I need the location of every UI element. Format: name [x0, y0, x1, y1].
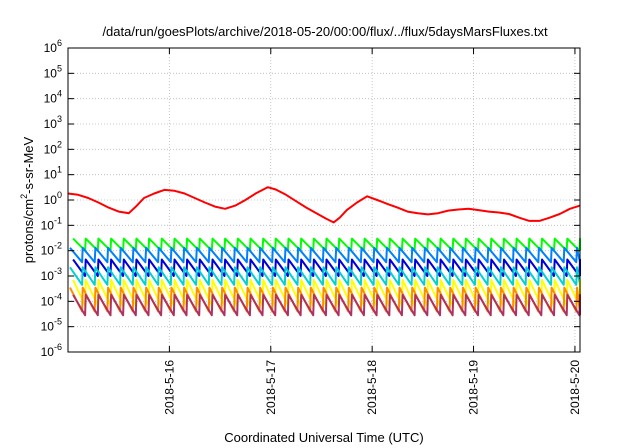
x-tick-label: 2018-5-16 — [162, 360, 176, 415]
series-line — [72, 293, 581, 317]
data-series — [67, 186, 581, 317]
y-axis-label-superscript: 2 — [19, 194, 29, 199]
y-tick-label: 106 — [44, 38, 62, 55]
y-axis: 10-6 10-5 10-4 10-3 10-2 10-1 100 101 102 103 104 1… — [41, 38, 580, 359]
y-tick-label: 100 — [44, 190, 62, 207]
y-axis-label: protons/cm2-s-sr-MeV — [19, 136, 36, 263]
series-line — [67, 186, 581, 224]
series-line — [69, 266, 581, 286]
y-tick-label: 103 — [44, 114, 62, 131]
y-tick-label: 10-6 — [41, 342, 62, 359]
y-tick-label: 10-3 — [41, 266, 62, 283]
series-line — [72, 237, 581, 252]
x-tick-label: 2018-5-17 — [264, 360, 278, 415]
y-tick-label: 102 — [44, 139, 62, 156]
x-tick-label: 2018-5-19 — [467, 360, 481, 415]
x-axis: 2018-5-16 2018-5-17 2018-5-18 2018-5-19 2018… — [162, 48, 582, 415]
x-axis-label: Coordinated Universal Time (UTC) — [224, 430, 423, 445]
y-axis-label-main: protons/cm — [21, 199, 36, 263]
series-line — [69, 246, 581, 264]
y-tick-label: 10-4 — [41, 291, 62, 308]
series-line — [72, 258, 581, 277]
y-tick-label: 104 — [44, 89, 62, 106]
y-axis-label-tail: -s-sr-MeV — [21, 136, 36, 193]
x-tick-label: 2018-5-18 — [365, 360, 379, 415]
y-tick-label: 101 — [44, 165, 62, 182]
y-tick-label: 10-1 — [41, 215, 62, 232]
chart-title: /data/run/goesPlots/archive/2018-05-20/0… — [102, 24, 548, 39]
x-tick-label: 2018-5-20 — [568, 360, 582, 415]
y-tick-label: 105 — [44, 63, 62, 80]
y-tick-label: 10-2 — [41, 241, 62, 258]
y-tick-label: 10-5 — [41, 317, 62, 334]
